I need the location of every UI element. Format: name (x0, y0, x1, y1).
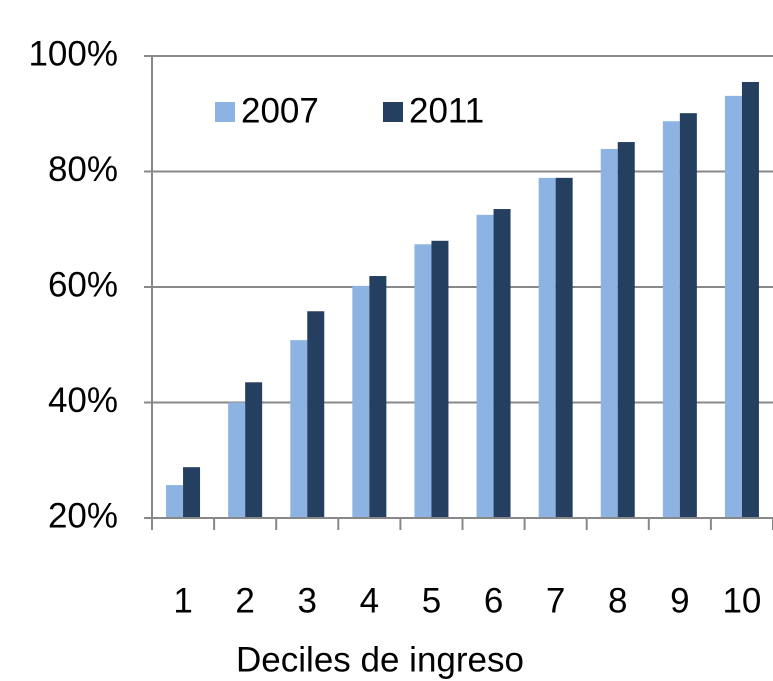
x-tick-label: 10 (722, 581, 761, 620)
bar (538, 177, 556, 519)
bar (600, 148, 618, 519)
bar (369, 276, 387, 518)
bar (290, 340, 308, 518)
bar (741, 81, 759, 519)
bar (555, 177, 573, 519)
y-tick-label: 20% (48, 496, 118, 535)
bar (414, 244, 432, 518)
bar (662, 121, 680, 518)
y-tick-label: 100% (28, 34, 118, 73)
bar (476, 214, 494, 518)
bar (679, 113, 697, 519)
x-tick-label: 6 (484, 581, 503, 620)
bar (617, 142, 635, 519)
legend-label: 2007 (241, 91, 319, 130)
legend-swatch (383, 102, 403, 122)
bar (724, 95, 742, 518)
x-tick-label: 3 (298, 581, 317, 620)
x-tick-label: 5 (422, 581, 441, 620)
y-tick-label: 80% (48, 150, 118, 189)
y-tick-label: 40% (48, 381, 118, 420)
x-tick-label: 8 (608, 581, 627, 620)
bar (431, 240, 449, 519)
x-tick-label: 1 (173, 581, 192, 620)
x-tick-label: 7 (546, 581, 565, 620)
legend-label: 2011 (409, 91, 484, 130)
bar (166, 485, 184, 518)
y-tick-label: 60% (48, 265, 118, 304)
bar (245, 382, 263, 518)
bar (352, 285, 370, 518)
bar (183, 467, 201, 518)
x-tick-label: 2 (235, 581, 254, 620)
x-tick-label: 4 (360, 581, 379, 620)
x-tick-label: 9 (670, 581, 689, 620)
bar (493, 209, 511, 518)
legend-swatch (215, 102, 235, 122)
bar (307, 311, 325, 518)
x-axis-title: Deciles de ingreso (236, 640, 524, 679)
bar (228, 402, 246, 518)
